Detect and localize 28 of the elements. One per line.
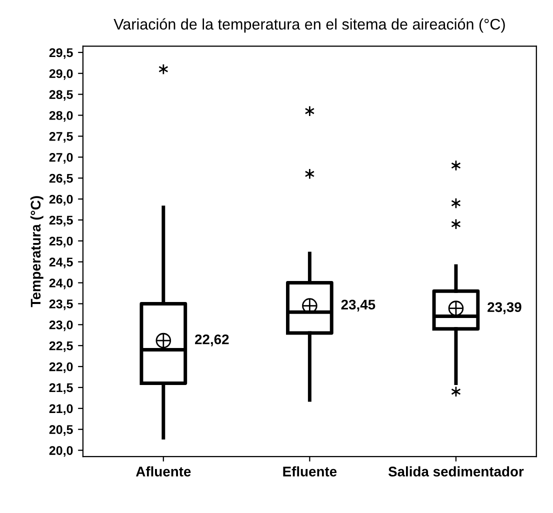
y-tick-label: 21,5 (49, 383, 73, 394)
y-tick-label: 29,0 (49, 69, 73, 80)
chart-title: Variación de la temperatura en el sitema de aireación (°C) (114, 18, 505, 33)
y-tick-label: 28,0 (49, 111, 73, 122)
y-tick-label: 22,5 (49, 341, 73, 352)
y-tick-label: 26,5 (49, 174, 73, 185)
y-tick-label: 24,5 (49, 258, 73, 268)
y-tick-label: 25,5 (49, 216, 73, 226)
x-tick-label: Efluente (283, 466, 337, 476)
y-tick-label: 29,5 (49, 48, 73, 59)
x-tick-label: Salida sedimentador (388, 466, 524, 476)
y-tick-label: 24,0 (49, 278, 73, 290)
y-tick-label: 28,5 (49, 90, 73, 101)
y-tick-label: 21,0 (49, 404, 73, 415)
annotation: 22,62 (195, 334, 229, 346)
annotation: 23,39 (488, 302, 522, 314)
x-tick-label: Afluente (136, 466, 191, 476)
y-axis-title: Temperatura (°C) (30, 196, 44, 308)
y-tick-label: 20,5 (49, 425, 73, 436)
annotation: 23,45 (341, 300, 376, 312)
y-tick-label: 20,0 (49, 446, 73, 457)
y-tick-label: 27,5 (49, 132, 73, 143)
y-tick-label: 22,0 (49, 362, 73, 373)
y-tick-label: 23,5 (49, 300, 73, 310)
y-tick-label: 25,0 (49, 236, 73, 248)
y-tick-label: 26,0 (49, 194, 73, 206)
y-tick-label: 23,0 (49, 320, 73, 332)
y-tick-label: 27,0 (49, 152, 73, 164)
